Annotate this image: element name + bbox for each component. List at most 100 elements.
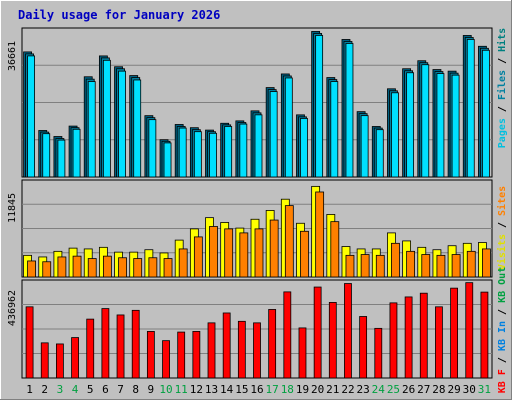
- kbytes-bar: [465, 282, 474, 379]
- pages-bar: [193, 131, 202, 178]
- sites-bar: [451, 254, 461, 278]
- panel-0-legend: Pages / Files / Hits: [496, 28, 508, 148]
- legend-entry: Files: [496, 70, 508, 100]
- sites-bar: [466, 250, 476, 278]
- sites-bar: [102, 255, 112, 278]
- legend-entry: KB Out: [497, 267, 508, 303]
- x-tick-label: 31: [478, 383, 491, 396]
- pages-bar: [239, 123, 248, 178]
- pages-bar: [209, 132, 217, 178]
- x-tick-label: 20: [311, 383, 324, 396]
- x-tick-label: 15: [235, 383, 248, 396]
- sites-bar: [284, 205, 294, 278]
- sites-bar: [72, 255, 82, 278]
- pages-bar: [42, 133, 51, 178]
- x-tick-label: 10: [159, 383, 172, 396]
- x-tick-label: 21: [326, 383, 339, 396]
- pages-bar: [148, 119, 157, 178]
- kbytes-bar: [359, 316, 368, 379]
- kbytes-bar: [313, 286, 322, 379]
- legend-entry: KB In: [497, 321, 508, 351]
- x-tick-label: 9: [148, 383, 155, 396]
- kbytes-bar: [86, 318, 95, 379]
- x-tick-label: 14: [220, 383, 234, 396]
- kbytes-bar: [450, 287, 458, 379]
- sites-bar: [482, 248, 491, 278]
- kbytes-bar: [207, 322, 216, 379]
- kbytes-bar: [480, 291, 489, 379]
- kbytes-bar: [192, 331, 201, 379]
- kbytes-bar: [40, 342, 49, 379]
- kbytes-bar: [71, 337, 79, 379]
- kbytes-bar: [298, 327, 307, 379]
- legend-entry: Pages: [497, 118, 508, 148]
- sites-bar: [406, 250, 416, 278]
- x-tick-label: 22: [341, 383, 354, 396]
- legend-separator: /: [497, 52, 508, 70]
- x-tick-label: 7: [117, 383, 124, 396]
- pages-bar: [375, 129, 384, 178]
- sites-bar: [148, 257, 158, 278]
- pages-bar: [133, 79, 142, 178]
- legend-separator: /: [497, 351, 508, 369]
- kbytes-bar: [404, 296, 413, 379]
- sites-bar: [193, 236, 203, 278]
- pages-bar: [391, 92, 399, 178]
- sites-bar: [87, 258, 97, 278]
- sites-bar: [209, 226, 218, 278]
- sites-bar: [42, 261, 52, 278]
- kbytes-bar: [222, 312, 231, 379]
- kbytes-bar: [25, 306, 34, 379]
- kbytes-bar: [389, 302, 398, 379]
- pages-bar: [436, 73, 445, 178]
- x-tick-label: 13: [205, 383, 218, 396]
- pages-bar: [284, 77, 293, 178]
- sites-bar: [269, 219, 279, 278]
- x-axis-labels: 1 2 3 4 5 6 7 8 9 10 11 12 13 14 15 16 17 18 19 20 21 22 23 24 2…: [26, 383, 491, 396]
- kbytes-bar: [146, 331, 155, 379]
- pages-bar: [72, 128, 81, 178]
- pages-bar: [466, 39, 475, 178]
- pages-bar: [87, 81, 96, 178]
- x-tick-label: 8: [132, 383, 139, 396]
- sites-bar: [421, 254, 431, 278]
- pages-bar: [315, 35, 324, 178]
- sites-bar: [254, 228, 264, 278]
- panel-1-legend-text: Visits / Sites: [496, 186, 508, 270]
- pages-bar: [406, 72, 415, 178]
- kbytes-bar: [374, 327, 383, 379]
- kbytes-bar: [56, 343, 64, 379]
- kbytes-bar: [344, 283, 352, 379]
- x-tick-label: 4: [72, 383, 79, 396]
- pages-bar: [345, 43, 354, 178]
- legend-entry: Hits: [496, 28, 508, 52]
- sites-bar: [27, 260, 36, 278]
- sites-bar: [345, 254, 355, 278]
- panel-2-legend: KB F / KB In / KB Out: [497, 267, 508, 393]
- sites-bar: [315, 191, 325, 278]
- sites-bar: [118, 257, 127, 278]
- x-tick-label: 28: [432, 383, 445, 396]
- sites-bar: [133, 258, 143, 278]
- panel-1-legend: Visits / Sites: [496, 186, 508, 270]
- pages-bar: [224, 126, 233, 178]
- sites-bar: [239, 232, 249, 278]
- sites-bar: [300, 230, 309, 278]
- legend-entry: KB F: [497, 369, 508, 393]
- legend-separator: /: [497, 303, 508, 321]
- legend-separator: /: [497, 216, 508, 234]
- pages-bar: [57, 139, 66, 178]
- sites-bar: [330, 221, 340, 278]
- x-tick-label: 3: [57, 383, 64, 396]
- panel-1-ymax-label: 11845: [7, 193, 18, 223]
- legend-separator: /: [497, 100, 508, 118]
- pages-bar: [254, 114, 263, 178]
- sites-bar: [391, 242, 400, 278]
- pages-bar: [118, 70, 126, 178]
- kbytes-bar: [328, 302, 337, 379]
- x-tick-label: 27: [417, 383, 430, 396]
- kbytes-bar: [253, 322, 261, 379]
- x-tick-label: 12: [190, 383, 203, 396]
